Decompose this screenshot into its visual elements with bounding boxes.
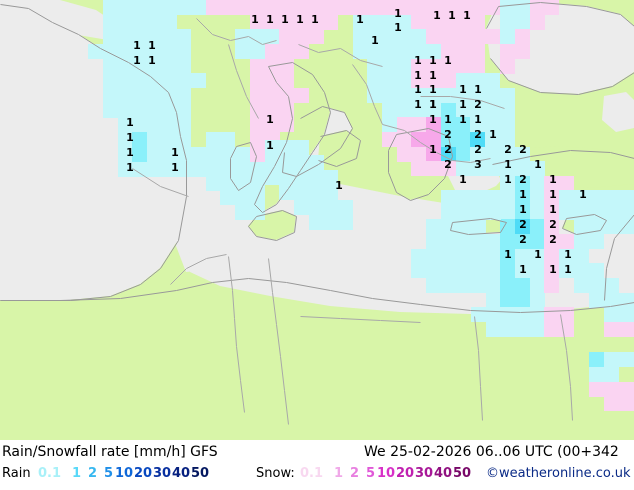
legend-value: 1 [72,466,82,481]
legend-value: 2 [350,466,360,481]
legend-value: 20 [134,466,153,481]
legend-value: 0.1 [38,466,62,481]
legend-value: 20 [396,466,415,481]
legend-value: 30 [153,466,172,481]
map-canvas[interactable] [0,0,634,440]
copyright-notice: ©weatheronline.co.uk [486,466,631,481]
footer-title-row: Rain/Snowfall rate [mm/h] GFS We 25-02-2… [0,444,634,466]
legend-snow-label: Snow: [256,466,295,481]
legend-value: 5 [104,466,114,481]
legend-value: 50 [191,466,210,481]
legend-value: 5 [366,466,376,481]
legend-value: 10 [377,466,396,481]
page-title: Rain/Snowfall rate [mm/h] GFS [2,444,218,460]
legend-value: 0.1 [300,466,324,481]
legend-value: 40 [434,466,453,481]
legend-value: 10 [115,466,134,481]
legend-value: 50 [453,466,472,481]
forecast-datetime: We 25-02-2026 06..06 UTC (00+342 [364,444,619,460]
legend-value: 2 [88,466,98,481]
map-footer: Rain/Snowfall rate [mm/h] GFS We 25-02-2… [0,440,634,490]
legend-row: Rain Snow: ©weatheronline.co.uk 0.1 1 2 5 10… [0,466,634,488]
legend-value: 30 [415,466,434,481]
legend-rain-label: Rain [2,466,31,481]
legend-value: 40 [172,466,191,481]
legend-value: 1 [334,466,344,481]
